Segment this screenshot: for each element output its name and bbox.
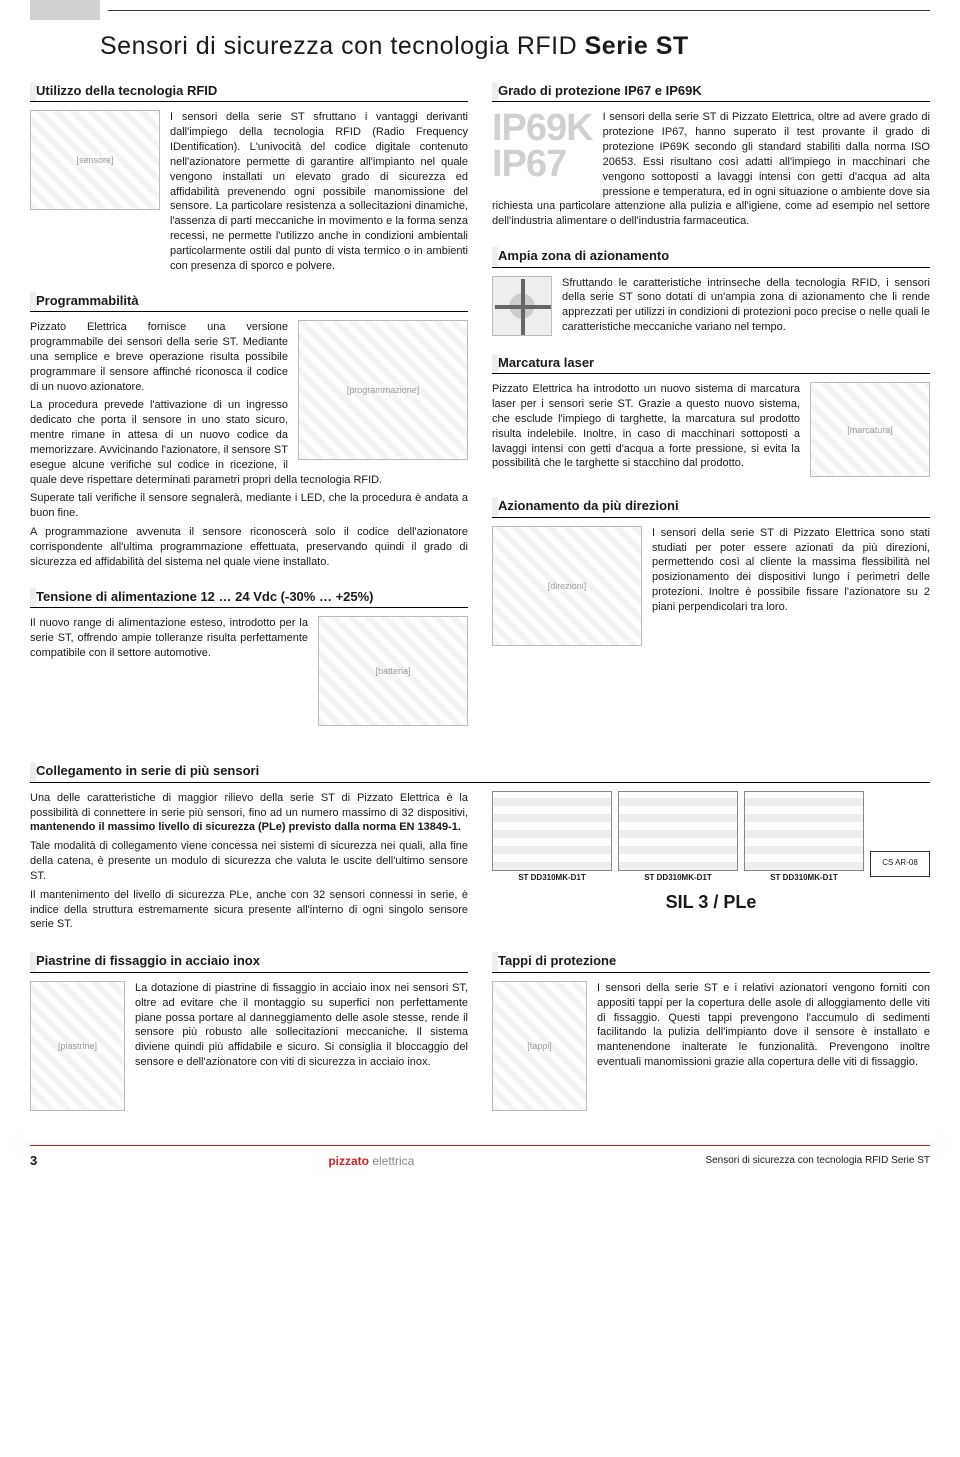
section-title-zona: Ampia zona di azionamento xyxy=(492,247,930,268)
series-unit-1-label: ST DD310MK-D1T xyxy=(492,873,612,884)
section-title-serie: Collegamento in serie di più sensori xyxy=(30,762,930,783)
header-rule xyxy=(108,10,930,11)
body-dir: I sensori della serie ST di Pizzato Elet… xyxy=(652,526,930,615)
figure-programming: [programmazione] xyxy=(298,320,468,460)
body-serie-2: Tale modalità di collegamento viene conc… xyxy=(30,839,468,884)
header-accent-box xyxy=(30,0,100,20)
series-unit-2-label: ST DD310MK-D1T xyxy=(618,873,738,884)
body-serie-bold: mantenendo il massimo livello di sicurez… xyxy=(30,821,461,833)
section-title-ip: Grado di protezione IP67 e IP69K xyxy=(492,82,930,103)
figure-directions: [direzioni] xyxy=(492,526,642,646)
body-rfid: I sensori della serie ST sfruttano i van… xyxy=(170,110,468,273)
figure-plate: [piastrine] xyxy=(30,981,125,1111)
body-prog-3: Superate tali verifiche il sensore segna… xyxy=(30,491,468,521)
figure-caps: [tappi] xyxy=(492,981,587,1111)
page-footer: 3 pizzato elettrica Sensori di sicurezza… xyxy=(30,1145,930,1170)
page-title-prefix: Sensori di sicurezza con tecnologia RFID xyxy=(100,32,585,60)
footer-page-number: 3 xyxy=(30,1152,37,1170)
figure-zone-arrows xyxy=(492,276,552,336)
footer-brand: pizzato xyxy=(328,1154,369,1168)
section-title-dir: Azionamento da più direzioni xyxy=(492,497,930,518)
body-serie-1: Una delle caratteristiche di maggior ril… xyxy=(30,791,468,836)
section-title-prog: Programmabilità xyxy=(30,292,468,313)
body-prog-4: A programmazione avvenuta il sensore ric… xyxy=(30,525,468,570)
body-zona: Sfruttando le caratteristiche intrinsech… xyxy=(492,276,930,335)
section-title-laser: Marcatura laser xyxy=(492,354,930,375)
ip-badge-67: IP67 xyxy=(492,146,593,182)
ip-badge-69k: IP69K xyxy=(492,110,593,146)
series-module: CS AR-08 xyxy=(870,851,930,877)
footer-brand-sub: elettrica xyxy=(372,1154,414,1168)
figure-battery: [batteria] xyxy=(318,616,468,726)
page-title: Sensori di sicurezza con tecnologia RFID… xyxy=(30,30,930,64)
footer-right-text: Sensori di sicurezza con tecnologia RFID… xyxy=(705,1154,930,1168)
body-tappi: I sensori della serie ST e i relativi az… xyxy=(597,981,930,1070)
sil-label: SIL 3 / PLe xyxy=(492,890,930,914)
figure-laser: [marcatura] xyxy=(810,382,930,477)
body-serie-1-text: Una delle caratteristiche di maggior ril… xyxy=(30,792,468,819)
section-title-rfid: Utilizzo della tecnologia RFID xyxy=(30,82,468,103)
series-unit-3 xyxy=(744,791,864,871)
footer-logo: pizzato elettrica xyxy=(328,1153,414,1169)
series-diagram: ST DD310MK-D1T ST DD310MK-D1T ST DD310MK… xyxy=(492,791,930,884)
section-title-volt: Tensione di alimentazione 12 … 24 Vdc (-… xyxy=(30,588,468,609)
page-title-strong: Serie ST xyxy=(585,32,689,60)
series-unit-3-label: ST DD310MK-D1T xyxy=(744,873,864,884)
ip-badge: IP69K IP67 xyxy=(492,110,593,182)
body-piastrine: La dotazione di piastrine di fissaggio i… xyxy=(135,981,468,1070)
section-title-piastrine: Piastrine di fissaggio in acciaio inox xyxy=(30,952,468,973)
series-unit-2 xyxy=(618,791,738,871)
series-unit-1 xyxy=(492,791,612,871)
body-serie-3: Il mantenimento del livello di sicurezza… xyxy=(30,888,468,933)
section-title-tappi: Tappi di protezione xyxy=(492,952,930,973)
figure-rfid-sensor: [sensore] xyxy=(30,110,160,210)
